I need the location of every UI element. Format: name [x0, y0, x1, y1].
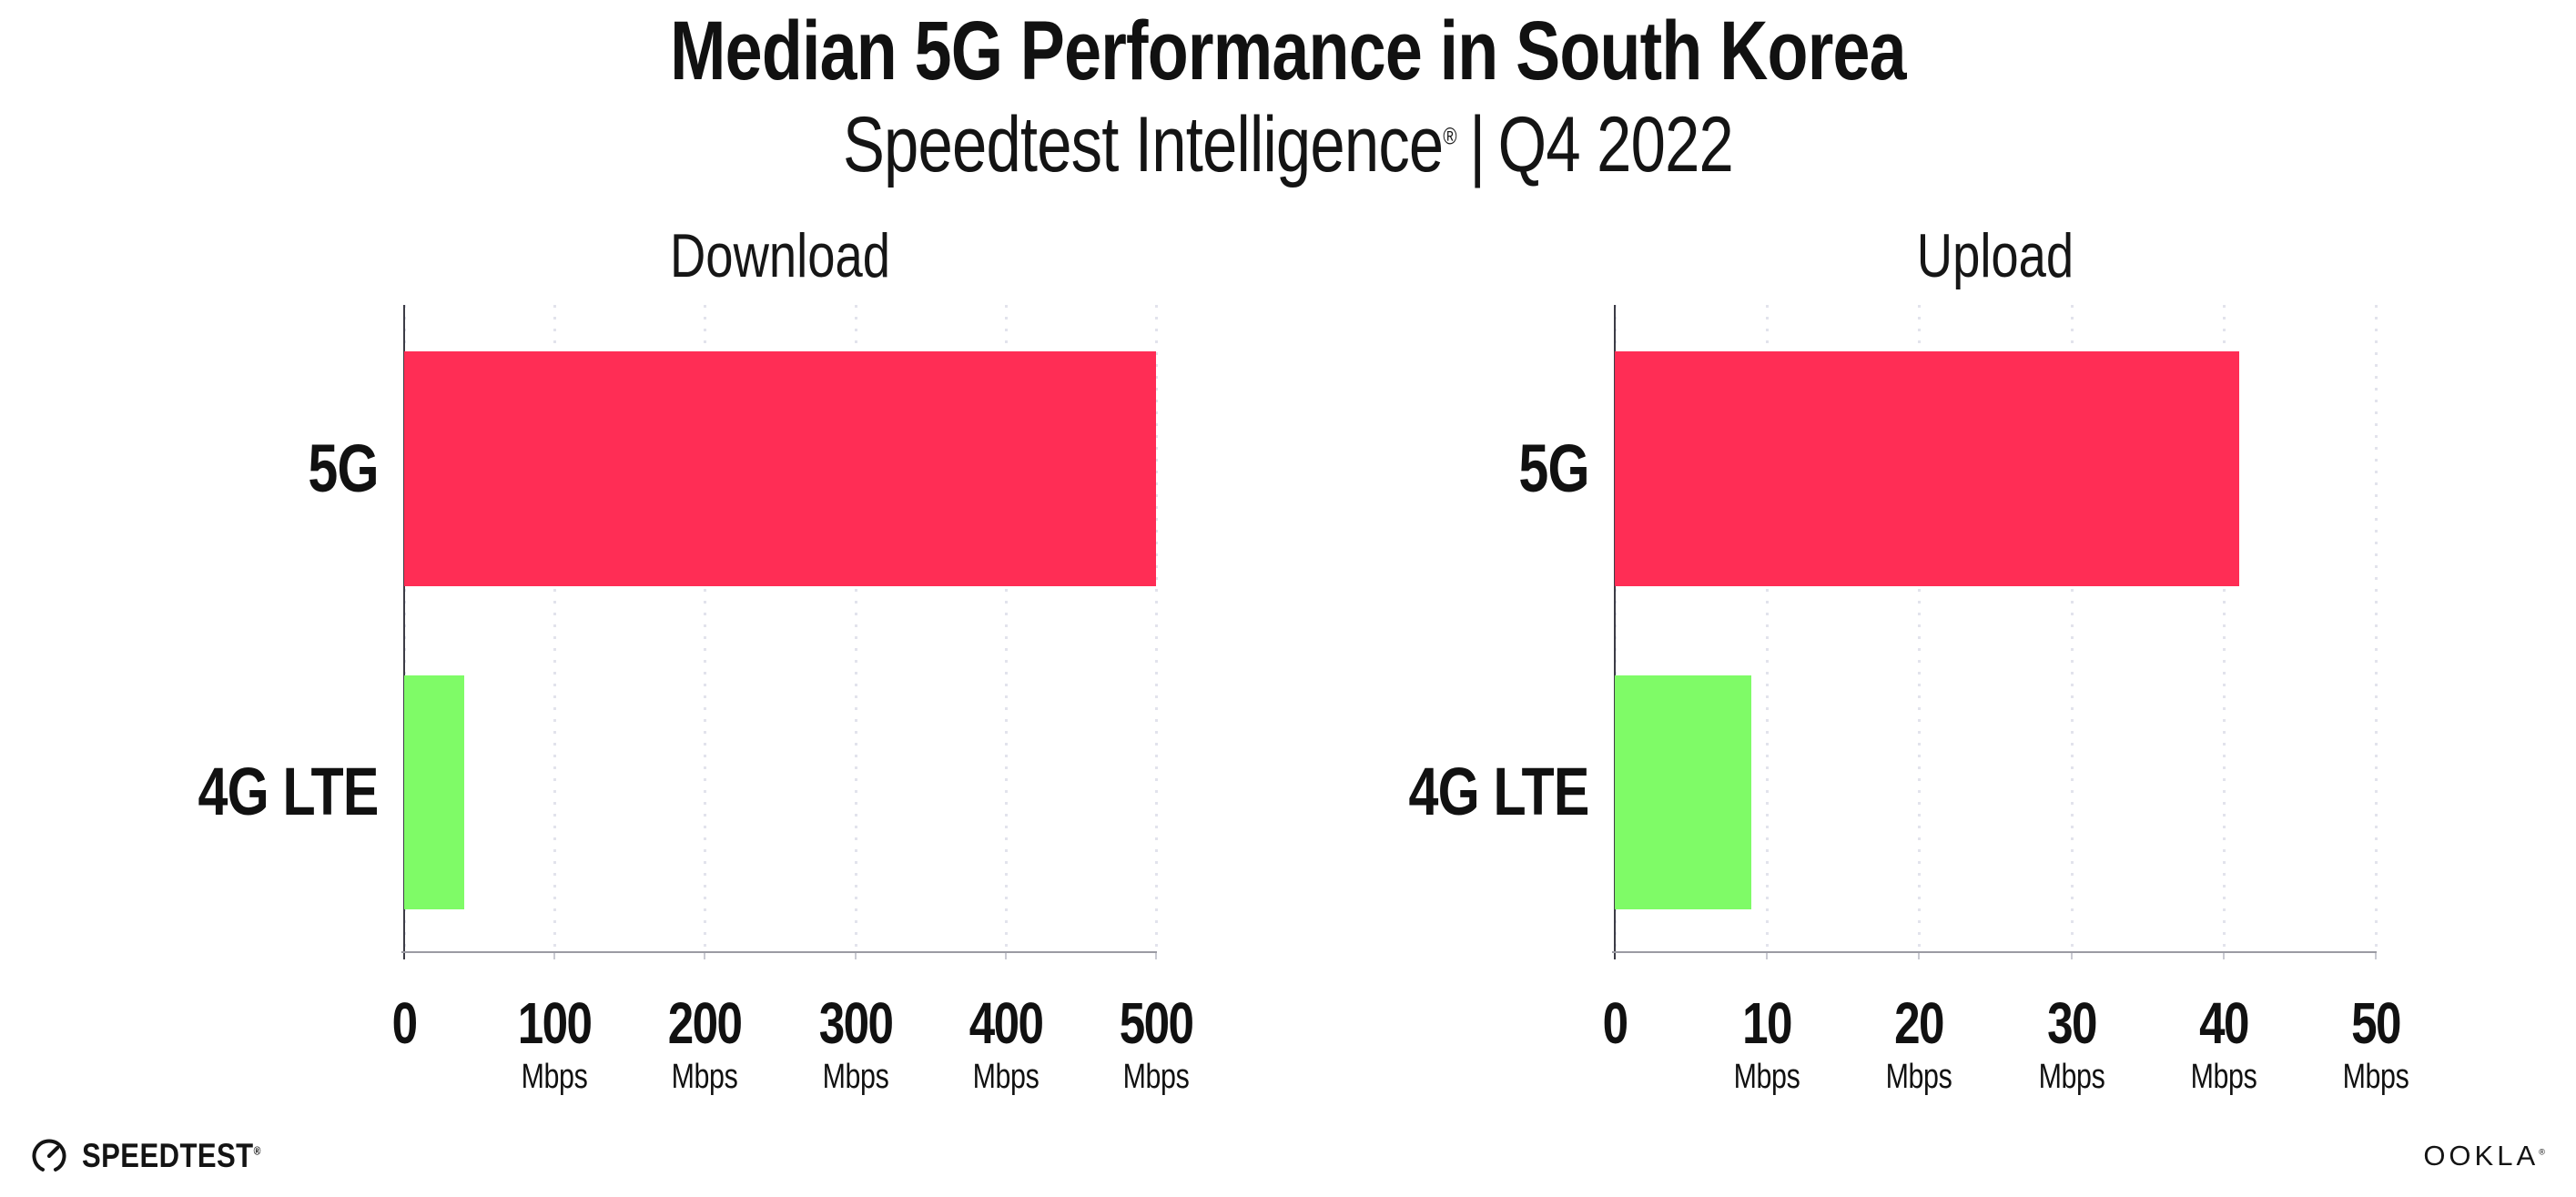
chart-title-upload: Upload: [1916, 221, 2074, 290]
x-tick-label: 10: [1742, 990, 1792, 1056]
speedtest-gauge-icon: [32, 1139, 66, 1172]
x-tick-unit: Mbps: [822, 1058, 888, 1096]
axis-tick-mark: [553, 952, 556, 959]
x-tick-label: 50: [2351, 990, 2401, 1056]
gridline: [2375, 305, 2378, 952]
chart-title-download: Download: [670, 221, 890, 290]
x-axis-line: [1612, 951, 2377, 953]
subtitle-period: Q4 2022: [1497, 101, 1734, 188]
x-axis-line: [401, 951, 1157, 953]
y-axis-line: [403, 305, 405, 959]
ookla-wordmark: OOKLA®: [2423, 1140, 2545, 1172]
registered-mark: ®: [2539, 1147, 2545, 1157]
axis-tick-mark: [704, 952, 706, 959]
plot-area: 0 100 Mbps 200 Mbps 300 Mbps 400 Mbps 500 Mbps 5G 4G…: [198, 305, 1194, 1094]
axis-tick-mark: [2222, 952, 2225, 959]
header: Median 5G Performance in South Korea Spe…: [0, 0, 2576, 184]
x-tick-unit: Mbps: [2342, 1058, 2409, 1096]
x-tick-label: 20: [1894, 990, 1945, 1056]
page-subtitle: Speedtest Intelligence® | Q4 2022: [258, 106, 2318, 184]
gridline: [553, 305, 557, 952]
x-tick-label: 30: [2046, 990, 2097, 1056]
gridline: [704, 305, 707, 952]
x-tick-unit: Mbps: [1122, 1058, 1190, 1096]
category-label-5g: 5G: [1518, 430, 1590, 506]
ookla-logo: OOKLA®: [2423, 1140, 2545, 1172]
y-axis-line: [1614, 305, 1616, 959]
gridline: [1766, 305, 1770, 952]
speedtest-wordmark: SPEEDTEST®: [82, 1137, 261, 1174]
axis-tick-mark: [2375, 952, 2377, 959]
x-tick-label: 200: [668, 990, 743, 1056]
registered-mark: ®: [253, 1144, 261, 1158]
x-tick-label: 400: [969, 990, 1043, 1056]
x-tick-label: 300: [818, 990, 893, 1056]
category-label-4g-lte: 4G LTE: [198, 754, 380, 830]
gridline: [1918, 305, 1922, 952]
gridline: [854, 305, 857, 952]
x-tick-label: 500: [1119, 990, 1194, 1056]
bar-4g-lte: [1615, 675, 1752, 910]
x-tick-unit: Mbps: [1886, 1058, 1952, 1096]
bar-5g: [404, 351, 1156, 586]
x-tick-unit: Mbps: [2038, 1058, 2104, 1096]
x-tick-unit: Mbps: [672, 1058, 738, 1096]
axis-tick-mark: [2070, 952, 2073, 959]
registered-mark: ®: [1443, 124, 1456, 150]
axis-tick-mark: [1004, 952, 1007, 959]
x-tick-label: 0: [391, 990, 418, 1056]
subtitle-separator: |: [1469, 101, 1486, 188]
gridline: [1004, 305, 1008, 952]
gridline: [2222, 305, 2226, 952]
x-tick-unit: Mbps: [521, 1058, 588, 1096]
x-tick-unit: Mbps: [2190, 1058, 2257, 1096]
x-tick-unit: Mbps: [1733, 1058, 1800, 1096]
category-label-4g-lte: 4G LTE: [1408, 754, 1590, 830]
gridline: [1155, 305, 1158, 952]
bar-5g: [1615, 351, 2239, 586]
x-tick-label: 100: [517, 990, 593, 1056]
axis-tick-mark: [1766, 952, 1769, 959]
x-tick-unit: Mbps: [972, 1058, 1040, 1096]
axis-tick-mark: [1918, 952, 1921, 959]
bar-4g-lte: [404, 675, 465, 910]
x-tick-label: 40: [2198, 990, 2249, 1056]
gridline: [2070, 305, 2074, 952]
category-label-5g: 5G: [308, 430, 380, 506]
subtitle-brand: Speedtest Intelligence: [842, 101, 1444, 188]
axis-tick-mark: [1155, 952, 1157, 959]
speedtest-logo: SPEEDTEST®: [29, 1136, 295, 1176]
chart-download: Download 0 100 Mbps 200 Mbps 300 Mbps 400 Mbps 500…: [198, 225, 1194, 1094]
axis-tick-mark: [854, 952, 857, 959]
chart-upload: Upload 0 10 Mbps 20 Mbps 30 Mbps 40 Mbps 50 Mbps 5G 4…: [1409, 225, 2409, 1094]
plot-area: 0 10 Mbps 20 Mbps 30 Mbps 40 Mbps 50 Mbps 5G 4G LTE: [1409, 305, 2409, 1094]
x-tick-label: 0: [1602, 990, 1628, 1056]
page-title: Median 5G Performance in South Korea: [670, 5, 1906, 97]
